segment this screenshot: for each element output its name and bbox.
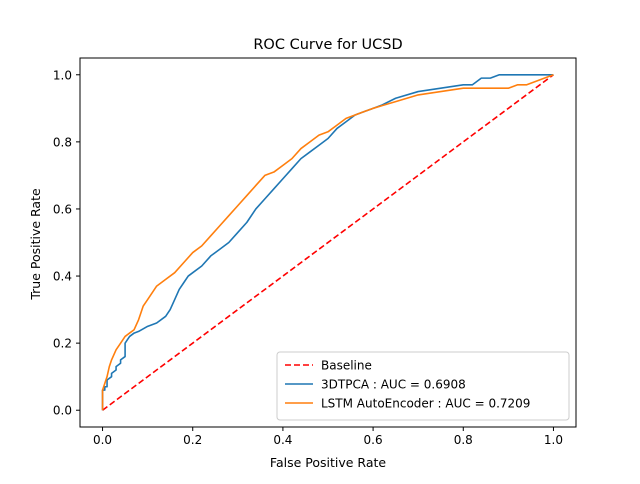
y-axis-label: True Positive Rate — [28, 188, 43, 301]
plot-area: 0.0 0.2 0.4 0.6 0.8 1.0 0.0 0.2 0.4 0.6 0.8 1.0 — [53, 57, 577, 447]
x-tick-label: 1.0 — [544, 433, 563, 447]
y-tick-label: 0.0 — [53, 404, 72, 418]
y-tick-label: 0.2 — [53, 337, 72, 351]
x-tick-label: 0.0 — [93, 433, 112, 447]
chart-title: ROC Curve for UCSD — [253, 37, 402, 53]
x-tick-label: 0.8 — [454, 433, 473, 447]
x-tick-label: 0.2 — [183, 433, 202, 447]
y-tick-label: 0.4 — [53, 270, 72, 284]
y-tick-label: 0.8 — [53, 135, 72, 149]
legend: Baseline 3DTPCA : AUC = 0.6908 LSTM AutoEn… — [276, 351, 570, 421]
x-tick-label: 0.6 — [364, 433, 383, 447]
legend-label-1: 3DTPCA : AUC = 0.6908 — [321, 378, 466, 392]
legend-label-0: Baseline — [321, 359, 372, 373]
x-axis-label: False Positive Rate — [270, 455, 386, 470]
y-tick-label: 0.6 — [53, 202, 72, 216]
series-line-2 — [101, 74, 554, 411]
legend-label-2: LSTM AutoEncoder : AUC = 0.7209 — [321, 397, 530, 411]
x-tick-label: 0.4 — [273, 433, 292, 447]
axes-frame — [79, 57, 577, 428]
legend-box — [276, 351, 570, 421]
series-line-1 — [101, 73, 554, 411]
y-tick-label: 1.0 — [53, 68, 72, 82]
series-line-0 — [102, 74, 554, 411]
